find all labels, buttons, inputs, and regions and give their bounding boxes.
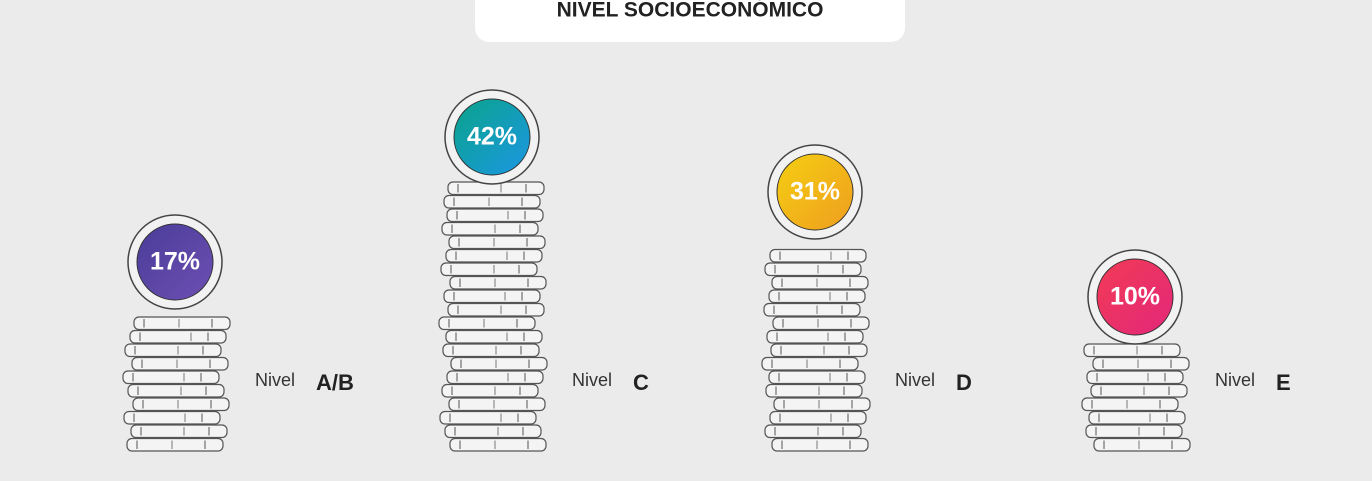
coin: [1089, 412, 1185, 425]
coin: [764, 304, 860, 317]
coin: [442, 223, 538, 236]
coin: [444, 290, 540, 303]
coin: [1084, 344, 1180, 357]
coin: [125, 344, 221, 357]
coin: [771, 344, 867, 357]
coin: [133, 398, 229, 411]
coin: [769, 371, 865, 384]
category-prefix: Nivel: [1215, 370, 1255, 390]
coin: [441, 263, 537, 276]
coin: [1093, 358, 1189, 371]
coin: [447, 209, 543, 222]
coin: [767, 331, 863, 344]
coin: [446, 250, 542, 263]
coin: [447, 371, 543, 384]
coin: [446, 331, 542, 344]
category-label: D: [956, 370, 972, 395]
coin: [765, 263, 861, 276]
coin: [449, 398, 545, 411]
coin: [451, 358, 547, 371]
coin: [773, 317, 869, 330]
coin: [1082, 398, 1178, 411]
coin: [774, 398, 870, 411]
chart: NIVEL SOCIOECONÓMICO 17% Nivel A/B 42% Nivel…: [0, 0, 1372, 476]
coin: [772, 277, 868, 290]
coin: [124, 412, 220, 425]
coin: [770, 250, 866, 263]
value-label: 42%: [467, 123, 517, 151]
coin: [134, 317, 230, 330]
coin: [772, 439, 868, 452]
coin: [130, 331, 226, 344]
coin: [442, 385, 538, 398]
coin: [1094, 439, 1190, 452]
coin: [444, 196, 540, 209]
coin: [766, 385, 862, 398]
value-label: 10%: [1110, 283, 1160, 311]
coin: [769, 290, 865, 303]
coin: [762, 358, 858, 371]
coin: [1087, 371, 1183, 384]
chart-title: NIVEL SOCIOECONÓMICO: [557, 0, 824, 22]
coin-stack: [439, 182, 547, 451]
coin: [131, 425, 227, 438]
coin: [445, 425, 541, 438]
coin: [770, 412, 866, 425]
category-prefix: Nivel: [895, 370, 935, 390]
coin: [450, 277, 546, 290]
value-label: 17%: [150, 248, 200, 276]
coin: [123, 371, 219, 384]
coin-stack: [1082, 344, 1190, 451]
coin: [1091, 385, 1187, 398]
coin: [128, 385, 224, 398]
category-label: A/B: [316, 370, 354, 395]
coin: [443, 344, 539, 357]
coin: [450, 439, 546, 452]
coin: [439, 317, 535, 330]
category-label: E: [1276, 370, 1291, 395]
coin: [448, 304, 544, 317]
category-prefix: Nivel: [255, 370, 295, 390]
coin: [449, 236, 545, 249]
category-label: C: [633, 370, 649, 395]
coin: [1086, 425, 1182, 438]
category-prefix: Nivel: [572, 370, 612, 390]
value-label: 31%: [790, 178, 840, 206]
coin: [132, 358, 228, 371]
coin: [765, 425, 861, 438]
coin-stack: [762, 250, 870, 452]
coin: [127, 439, 223, 452]
coin: [440, 412, 536, 425]
coin-stack: [123, 317, 230, 451]
